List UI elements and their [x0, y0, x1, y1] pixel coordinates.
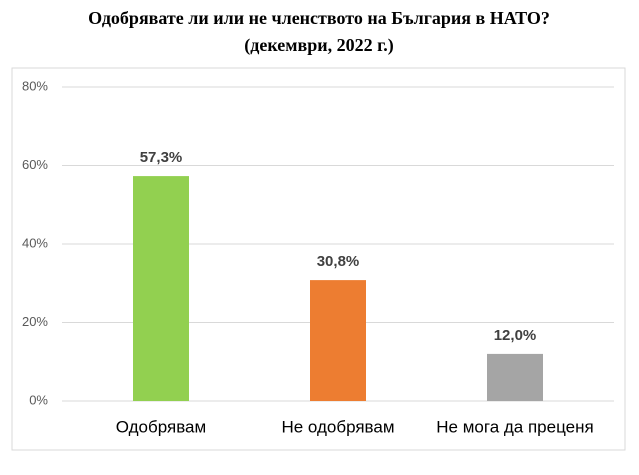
x-tick-label: Не одобрявам — [281, 417, 394, 436]
y-tick-label: 60% — [22, 157, 48, 172]
value-label: 30,8% — [317, 253, 360, 270]
value-label: 12,0% — [494, 327, 537, 344]
y-tick-label: 20% — [22, 314, 48, 329]
y-tick-label: 0% — [29, 392, 48, 407]
chart-title: Одобрявате ли или не членството на Бълга… — [88, 8, 550, 28]
x-tick-label: Не мога да преценя — [436, 417, 593, 436]
y-tick-label: 80% — [22, 78, 48, 93]
value-label: 57,3% — [140, 149, 183, 166]
plot-frame — [11, 67, 626, 451]
bar — [487, 353, 543, 401]
y-tick-label: 40% — [22, 235, 48, 250]
bar — [133, 176, 189, 401]
bar — [310, 280, 366, 401]
x-tick-label: Одобрявам — [116, 417, 206, 436]
chart-subtitle: (декември, 2022 г.) — [244, 35, 394, 56]
